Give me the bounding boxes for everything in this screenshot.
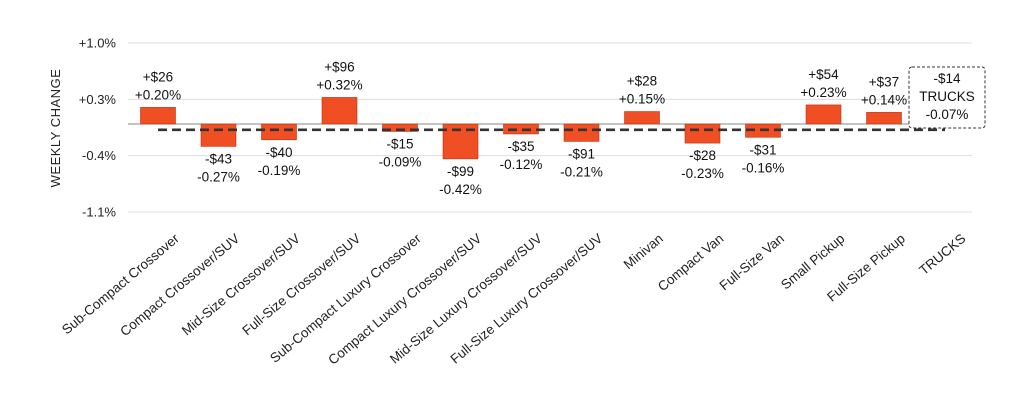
data-label-dollar: +$96 xyxy=(324,59,354,74)
data-label-dollar: +$37 xyxy=(869,74,899,89)
bars xyxy=(140,97,902,160)
data-label-percent: -0.12% xyxy=(500,157,543,172)
data-label-percent: -0.16% xyxy=(742,160,785,175)
data-label-dollar: +$28 xyxy=(627,74,657,89)
category-label: Compact Van xyxy=(655,231,727,294)
bar xyxy=(563,123,600,142)
category-label: Mid-Size Crossover/SUV xyxy=(179,231,303,338)
bar xyxy=(321,97,358,125)
data-label-dollar: -$99 xyxy=(447,164,474,179)
data-label-dollar: -$31 xyxy=(749,142,776,157)
bar xyxy=(200,123,237,147)
data-label-percent: -0.09% xyxy=(379,154,422,169)
reference-line-group: -$14 TRUCKS -0.07% xyxy=(158,66,986,132)
data-label-percent: +0.32% xyxy=(316,77,362,92)
data-label-dollar: -$40 xyxy=(265,145,292,160)
data-label-percent: -0.23% xyxy=(681,166,724,181)
data-label-percent: -0.27% xyxy=(197,169,240,184)
y-axis: WEEKLY CHANGE +1.0% +0.3% -0.4% -1.1% xyxy=(48,36,116,220)
y-tick-label: -1.1% xyxy=(82,205,116,220)
data-label-percent: -0.42% xyxy=(439,182,482,197)
data-labels: +$26 +0.20% -$43 -0.27% -$40 -0.19% +$96 +0.32%… xyxy=(135,59,907,196)
data-label-percent: -0.21% xyxy=(560,164,603,179)
y-tick-label: +1.0% xyxy=(79,36,117,51)
y-tick-label: -0.4% xyxy=(82,148,116,163)
trucks-summary-box xyxy=(908,66,986,129)
bar xyxy=(624,111,660,125)
data-label-dollar: +$26 xyxy=(143,69,173,84)
data-label-dollar: -$43 xyxy=(205,151,232,166)
y-tick-label: +0.3% xyxy=(79,92,117,107)
data-label-dollar: -$15 xyxy=(386,136,413,151)
bar xyxy=(382,123,418,132)
y-axis-label: WEEKLY CHANGE xyxy=(48,69,63,188)
bar xyxy=(684,123,721,144)
bar xyxy=(261,123,297,141)
gridlines xyxy=(128,42,972,213)
bar xyxy=(805,104,842,125)
category-label: Full-Size Crossover/SUV xyxy=(239,231,363,338)
summary-dollar: -$14 xyxy=(933,71,961,86)
data-label-percent: -0.19% xyxy=(258,163,301,178)
category-label: Full-Size Van xyxy=(717,231,787,293)
category-label: Compact Crossover/SUV xyxy=(117,231,242,339)
category-label: Sub-Compact Crossover xyxy=(59,230,182,337)
category-label: Minivan xyxy=(621,231,666,272)
data-label-dollar: -$35 xyxy=(507,139,534,154)
data-label-percent: +0.23% xyxy=(800,85,846,100)
data-label-percent: +0.14% xyxy=(861,92,907,107)
summary-name: TRUCKS xyxy=(919,89,975,104)
data-label-dollar: +$54 xyxy=(808,67,839,82)
summary-percent: -0.07% xyxy=(926,107,969,122)
bar xyxy=(140,107,176,125)
data-label-dollar: -$28 xyxy=(689,148,716,163)
category-label: TRUCKS xyxy=(916,231,968,278)
data-label-dollar: -$91 xyxy=(568,146,595,161)
bar xyxy=(866,112,902,125)
data-label-percent: +0.20% xyxy=(135,87,181,102)
data-label-percent: +0.15% xyxy=(619,92,665,107)
